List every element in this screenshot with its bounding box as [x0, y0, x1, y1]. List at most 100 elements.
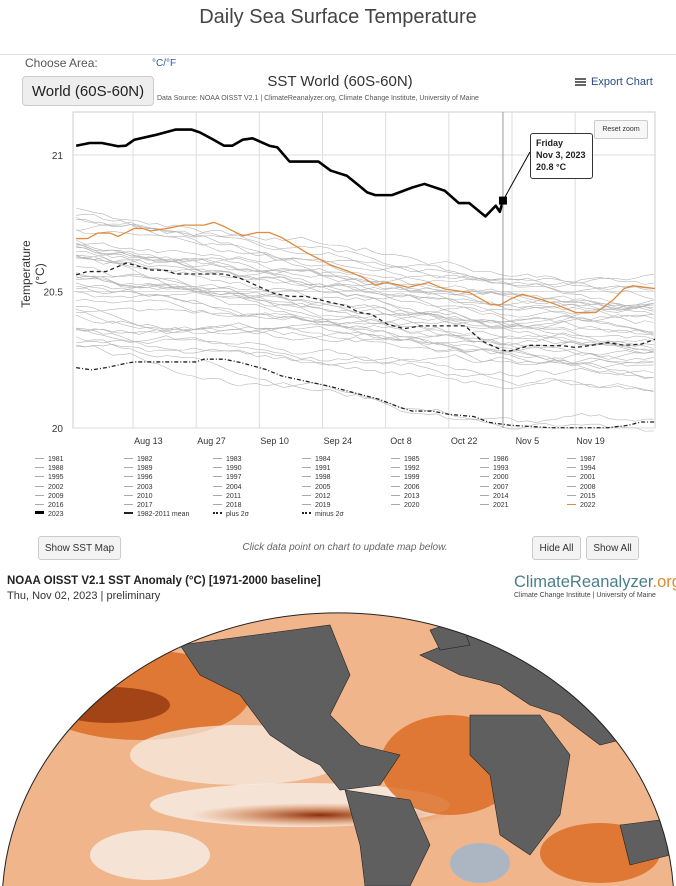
- series-line-2008: [76, 247, 654, 285]
- y-tick-label: 21: [52, 151, 64, 162]
- legend-item-2016[interactable]: 2016: [35, 502, 64, 509]
- legend-item-2010[interactable]: 2010: [124, 493, 153, 500]
- legend-item-2003[interactable]: 2003: [124, 484, 153, 491]
- area-select-button[interactable]: World (60S-60N): [22, 76, 154, 106]
- legend-item-plus-2σ[interactable]: plus 2σ: [213, 511, 249, 518]
- legend-item-2021[interactable]: 2021: [480, 502, 509, 509]
- legend-item-2011[interactable]: 2011: [213, 493, 241, 500]
- legend-swatch: [391, 485, 400, 487]
- legend-item-1999[interactable]: 1999: [391, 474, 420, 481]
- legend-item-2019[interactable]: 2019: [302, 502, 331, 509]
- x-tick-label: Nov 19: [576, 436, 605, 446]
- reset-zoom-button[interactable]: Reset zoom: [594, 120, 648, 139]
- x-tick-label: Oct 8: [390, 436, 412, 446]
- show-sst-map-button[interactable]: Show SST Map: [38, 536, 121, 560]
- series-line-2007: [76, 207, 654, 283]
- legend-item-2009[interactable]: 2009: [35, 493, 64, 500]
- legend-label: 2008: [580, 483, 596, 491]
- legend-label: 2004: [226, 483, 242, 491]
- legend-label: 1995: [48, 474, 64, 482]
- legend-swatch: [480, 504, 489, 505]
- legend-item-2018[interactable]: 2018: [213, 502, 242, 509]
- legend-item-2012[interactable]: 2012: [302, 493, 331, 500]
- legend-swatch: [35, 485, 44, 487]
- legend-item-2005[interactable]: 2005: [302, 484, 331, 491]
- tooltip-value: 20.8 °C: [536, 162, 567, 172]
- legend-item-2023[interactable]: 2023: [35, 511, 64, 518]
- legend-item-2007[interactable]: 2007: [480, 484, 509, 491]
- legend-item-1990[interactable]: 1990: [213, 465, 242, 472]
- legend-item-1982-2011-mean[interactable]: 1982-2011 mean: [124, 511, 189, 518]
- series-line-1994: [76, 335, 654, 378]
- series-line-1990: [76, 336, 654, 424]
- x-tick-label: Sep 24: [324, 436, 353, 446]
- legend-item-2013[interactable]: 2013: [391, 493, 420, 500]
- legend-item-1984[interactable]: 1984: [302, 456, 331, 463]
- unit-toggle-link[interactable]: °C/°F: [152, 58, 177, 69]
- legend-item-1997[interactable]: 1997: [213, 474, 242, 481]
- series-line-2021: [76, 256, 654, 333]
- legend-item-2017[interactable]: 2017: [124, 502, 153, 509]
- logo-subtitle: Climate Change Institute | University of…: [514, 592, 656, 599]
- legend-swatch: [213, 467, 222, 469]
- legend-label: 1982-2011 mean: [137, 511, 190, 519]
- legend-item-1989[interactable]: 1989: [124, 465, 153, 472]
- show-all-button[interactable]: Show All: [586, 536, 639, 560]
- legend-item-1981[interactable]: 1981: [35, 456, 64, 463]
- legend-item-1986[interactable]: 1986: [480, 456, 509, 463]
- legend-item-2020[interactable]: 2020: [391, 502, 420, 509]
- legend-swatch: [124, 458, 133, 459]
- sst-anomaly-map[interactable]: [0, 605, 676, 886]
- legend-label: 1994: [580, 465, 596, 473]
- legend-item-2022[interactable]: 2022: [567, 502, 596, 509]
- legend-swatch: [302, 476, 311, 478]
- hide-all-button[interactable]: Hide All: [532, 536, 581, 560]
- chart-title: SST World (60S-60N): [267, 73, 413, 90]
- legend-label: 2003: [137, 483, 153, 491]
- legend-item-1985[interactable]: 1985: [391, 456, 420, 463]
- legend-label: 2005: [315, 483, 331, 491]
- legend-item-1993[interactable]: 1993: [480, 465, 509, 472]
- legend-item-1996[interactable]: 1996: [124, 474, 153, 481]
- legend-item-2015[interactable]: 2015: [567, 493, 596, 500]
- legend-swatch: [213, 494, 222, 496]
- series-line-1991: [76, 307, 654, 351]
- series-line-1999: [76, 216, 654, 294]
- legend-swatch: [124, 512, 133, 515]
- series-line-2001: [76, 266, 654, 367]
- legend-item-1987[interactable]: 1987: [567, 456, 596, 463]
- legend-item-2014[interactable]: 2014: [480, 493, 509, 500]
- legend-item-2001[interactable]: 2001: [567, 474, 596, 481]
- legend-item-2004[interactable]: 2004: [213, 484, 242, 491]
- legend-item-minus-2σ[interactable]: minus 2σ: [302, 511, 344, 518]
- x-tick-label: Aug 13: [134, 436, 163, 446]
- choose-area-label: Choose Area:: [25, 56, 98, 70]
- legend-item-1992[interactable]: 1992: [391, 465, 420, 472]
- legend-item-1983[interactable]: 1983: [213, 456, 242, 463]
- legend-label: 1990: [226, 465, 242, 473]
- legend-label: 2014: [493, 492, 509, 500]
- series-line-1986: [76, 221, 654, 291]
- legend-item-1998[interactable]: 1998: [302, 474, 331, 481]
- legend-label: 2001: [580, 474, 596, 482]
- legend-item-1988[interactable]: 1988: [35, 465, 64, 472]
- series-line-2019: [76, 244, 654, 309]
- export-chart-button[interactable]: Export Chart: [575, 76, 653, 88]
- legend-item-1995[interactable]: 1995: [35, 474, 64, 481]
- series-line-1996: [76, 242, 654, 310]
- legend-swatch: [213, 458, 222, 459]
- legend-item-1991[interactable]: 1991: [302, 465, 331, 472]
- legend-label: 1992: [404, 465, 420, 473]
- x-tick-label: Sep 10: [260, 436, 289, 446]
- legend-item-2008[interactable]: 2008: [567, 484, 596, 491]
- legend-item-1982[interactable]: 1982: [124, 456, 153, 463]
- legend-label: 1991: [315, 465, 331, 473]
- legend-label: 2015: [580, 492, 596, 500]
- legend-label: 2021: [493, 502, 509, 509]
- legend-swatch: [391, 458, 400, 459]
- legend-item-1994[interactable]: 1994: [567, 465, 596, 472]
- legend-item-2002[interactable]: 2002: [35, 484, 64, 491]
- legend-item-2000[interactable]: 2000: [480, 474, 509, 481]
- series-line-2020: [76, 322, 654, 361]
- legend-item-2006[interactable]: 2006: [391, 484, 420, 491]
